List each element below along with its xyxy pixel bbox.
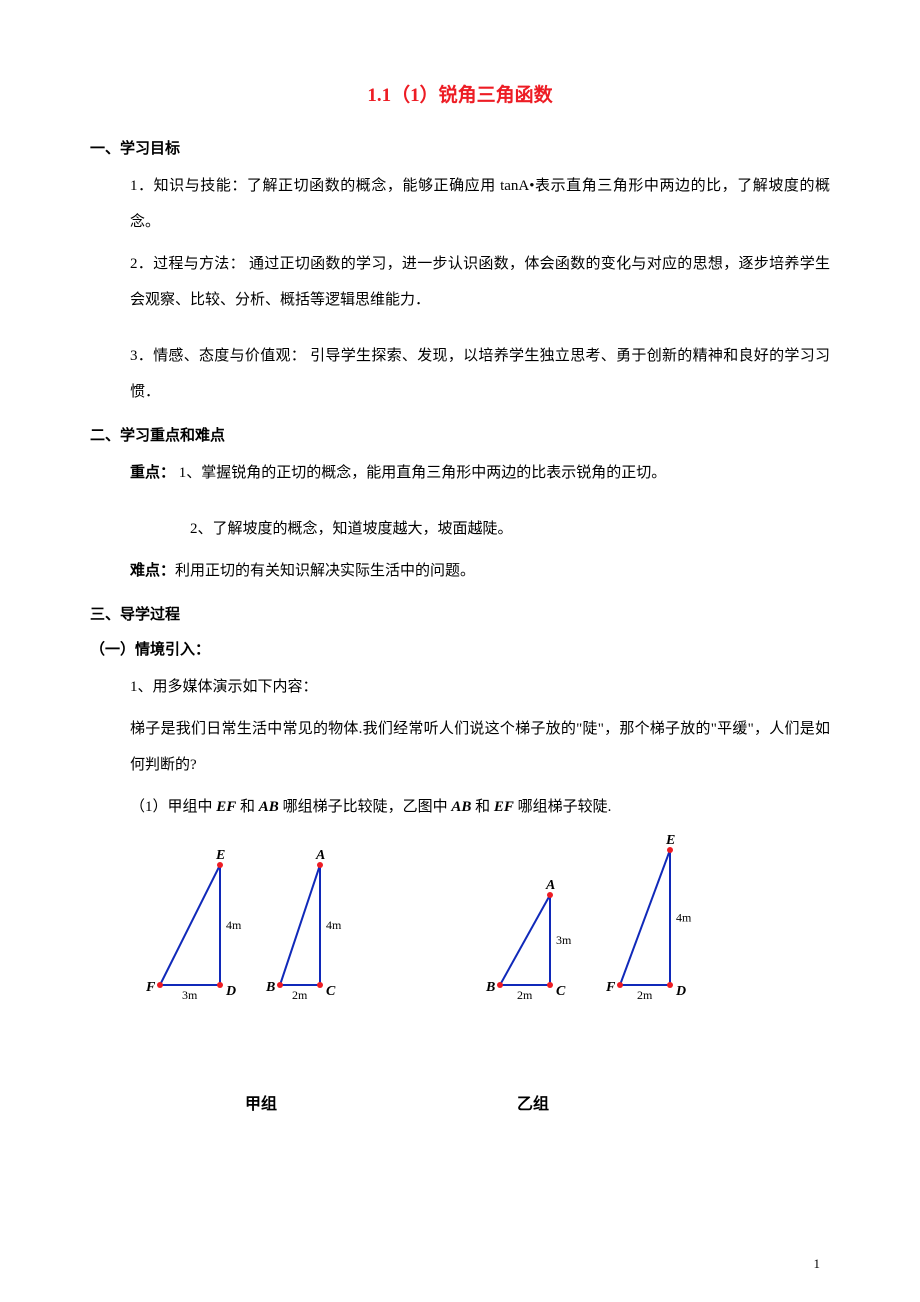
svg-text:E: E <box>215 848 225 863</box>
svg-text:A: A <box>545 878 555 893</box>
svg-text:2m: 2m <box>292 988 308 1002</box>
s4-p2: 梯子是我们日常生活中常见的物体.我们经常听人们说这个梯子放的"陡"，那个梯子放的… <box>130 711 830 783</box>
figure-yi: A B C 3m 2m E F D 4m 2m <box>480 835 740 1005</box>
p3-m3: 和 <box>471 799 494 815</box>
svg-text:4m: 4m <box>676 911 692 925</box>
s1-item3: 3．情感、态度与价值观： 引导学生探索、发现，以培养学生独立思考、勇于创新的精神… <box>130 338 830 410</box>
s4-p3: （1）甲组中 EF 和 AB 哪组梯子比较陡，乙图中 AB 和 EF 哪组梯子较… <box>130 789 830 825</box>
section2-heading: 二、学习重点和难点 <box>90 424 830 445</box>
section4-heading: （一）情境引入： <box>90 638 830 659</box>
p3-ab: AB <box>259 799 279 815</box>
svg-text:2m: 2m <box>637 988 653 1002</box>
group-labels-row: 甲组 乙组 <box>90 1090 830 1114</box>
p3-end: 哪组梯子较陡. <box>514 799 612 815</box>
diff-text: 利用正切的有关知识解决实际生活中的问题。 <box>175 563 475 579</box>
jia-label: 甲组 <box>245 1090 277 1114</box>
s2-focus1: 重点： 1、掌握锐角的正切的概念，能用直角三角形中两边的比表示锐角的正切。 <box>130 455 830 491</box>
s1-item2: 2．过程与方法： 通过正切函数的学习，进一步认识函数，体会函数的变化与对应的思想… <box>130 246 830 318</box>
p3-ef: EF <box>216 799 236 815</box>
doc-title: 1.1（1）锐角三角函数 <box>90 80 830 107</box>
svg-text:B: B <box>265 980 275 995</box>
p3-ab2: AB <box>451 799 471 815</box>
figure-row: E F D 4m 3m A B C 4m 2m A B C 3m 2m E F D 4m 2m <box>140 835 830 1005</box>
svg-text:D: D <box>225 984 236 999</box>
section1-heading: 一、学习目标 <box>90 137 830 158</box>
section3-heading: 三、导学过程 <box>90 603 830 624</box>
s4-p1: 1、用多媒体演示如下内容： <box>130 669 830 705</box>
p3-m1: 和 <box>236 799 259 815</box>
s2-focus2: 2、了解坡度的概念，知道坡度越大，坡面越陡。 <box>190 511 830 547</box>
svg-text:3m: 3m <box>182 988 198 1002</box>
p3-ef2: EF <box>494 799 514 815</box>
svg-text:D: D <box>675 984 686 999</box>
svg-text:2m: 2m <box>517 988 533 1002</box>
p3-m2: 哪组梯子比较陡，乙图中 <box>279 799 452 815</box>
svg-text:4m: 4m <box>226 918 242 932</box>
figure-jia: E F D 4m 3m A B C 4m 2m <box>140 835 380 1005</box>
yi-label: 乙组 <box>517 1090 549 1114</box>
svg-text:4m: 4m <box>326 918 342 932</box>
svg-text:B: B <box>485 980 495 995</box>
svg-text:F: F <box>145 980 156 995</box>
svg-text:C: C <box>326 984 336 999</box>
svg-text:F: F <box>605 980 616 995</box>
s1-item1: 1．知识与技能：了解正切函数的概念，能够正确应用 tanA•表示直角三角形中两边… <box>130 168 830 240</box>
page-number: 1 <box>814 1256 821 1272</box>
svg-text:C: C <box>556 984 566 999</box>
s2-diff: 难点：利用正切的有关知识解决实际生活中的问题。 <box>130 553 830 589</box>
focus1-text: 1、掌握锐角的正切的概念，能用直角三角形中两边的比表示锐角的正切。 <box>175 465 666 481</box>
svg-text:A: A <box>315 848 325 863</box>
document-page: 1.1（1）锐角三角函数 一、学习目标 1．知识与技能：了解正切函数的概念，能够… <box>0 0 920 1302</box>
svg-text:E: E <box>665 835 675 848</box>
focus-label: 重点： <box>130 465 175 481</box>
p3-pre: （1）甲组中 <box>130 799 216 815</box>
svg-text:3m: 3m <box>556 933 572 947</box>
diff-label: 难点： <box>130 563 175 579</box>
